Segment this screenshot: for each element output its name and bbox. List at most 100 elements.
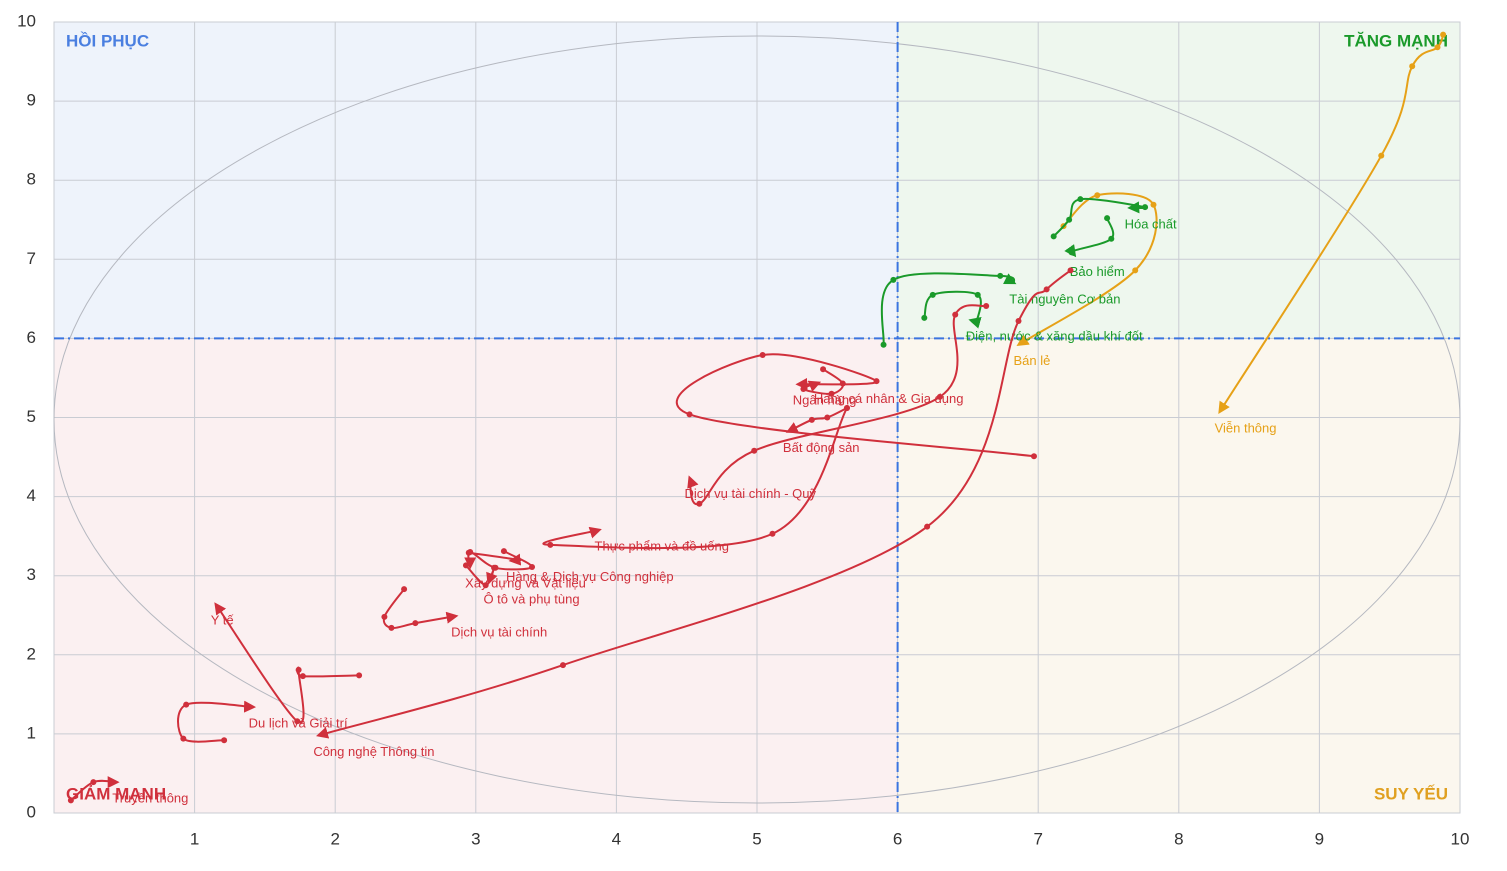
trail-point bbox=[1050, 233, 1057, 240]
series-label: Y tế bbox=[211, 613, 235, 628]
trail-point bbox=[482, 582, 489, 589]
trail-point bbox=[952, 311, 959, 318]
quadrant-label: SUY YẾU bbox=[1374, 784, 1448, 803]
trail-point bbox=[973, 318, 980, 325]
trail-point bbox=[1150, 201, 1157, 208]
trail-point bbox=[221, 737, 228, 744]
trail-point bbox=[1015, 317, 1022, 324]
trail-point bbox=[839, 380, 846, 387]
trail-point bbox=[381, 613, 388, 620]
y-tick-label: 10 bbox=[17, 11, 36, 30]
trail-point bbox=[299, 673, 306, 680]
trail-point bbox=[559, 662, 566, 669]
series-label: Ô tô và phụ tùng bbox=[483, 591, 579, 606]
trail-point bbox=[1030, 453, 1037, 460]
trail-point bbox=[997, 272, 1004, 279]
trail-line bbox=[542, 407, 848, 550]
trail-point bbox=[820, 366, 827, 373]
y-tick-label: 6 bbox=[27, 328, 36, 347]
series-label: Tài nguyên Cơ bản bbox=[1009, 291, 1120, 306]
series-label: Hàng cá nhân & Gia dụng bbox=[814, 391, 964, 406]
trail-point bbox=[1434, 44, 1441, 51]
series-label: Thực phẩm và đồ uống bbox=[595, 538, 729, 553]
x-tick-label: 6 bbox=[893, 829, 902, 848]
x-tick-label: 7 bbox=[1033, 829, 1042, 848]
trail-point bbox=[1068, 248, 1075, 255]
trail-point bbox=[1378, 152, 1385, 159]
trail-line bbox=[880, 272, 1017, 345]
trail-point bbox=[751, 447, 758, 454]
y-tick-label: 4 bbox=[27, 486, 36, 505]
trail-point bbox=[1440, 31, 1447, 38]
trail-point bbox=[824, 414, 831, 421]
trail-point bbox=[514, 556, 521, 563]
trail-point bbox=[388, 624, 395, 631]
series-label: Bất động sản bbox=[783, 440, 860, 455]
trail-point bbox=[462, 562, 469, 569]
trail-point bbox=[983, 302, 990, 309]
trail-point bbox=[529, 563, 536, 570]
trail-point bbox=[547, 541, 554, 548]
trail-point bbox=[1077, 196, 1084, 203]
trail-point bbox=[1409, 63, 1416, 70]
series-label: Dịch vụ tài chính - Quỹ bbox=[685, 486, 817, 501]
series-label: Công nghệ Thông tin bbox=[313, 744, 434, 759]
trail-point bbox=[1142, 204, 1149, 211]
trail-line bbox=[785, 407, 848, 433]
trail-point bbox=[1043, 286, 1050, 293]
trail-line bbox=[214, 602, 360, 724]
series-label: Ngân hàng bbox=[793, 393, 857, 408]
trail-point bbox=[921, 314, 928, 321]
y-tick-label: 3 bbox=[27, 565, 36, 584]
trail-point bbox=[180, 735, 187, 742]
x-tick-label: 9 bbox=[1315, 829, 1324, 848]
trail-point bbox=[890, 276, 897, 283]
series-label: Hàng & Dịch vụ Công nghiệp bbox=[506, 569, 674, 584]
y-tick-label: 1 bbox=[27, 723, 36, 742]
y-tick-label: 0 bbox=[27, 802, 36, 821]
trail-point bbox=[356, 672, 363, 679]
trail-point bbox=[1132, 267, 1139, 274]
trail-point bbox=[1067, 267, 1074, 274]
series-label: Dịch vụ tài chính bbox=[451, 624, 547, 639]
trail-point bbox=[401, 586, 408, 593]
series-label: Điện, nước & xăng dầu khí đốt bbox=[966, 329, 1143, 344]
ellipse bbox=[53, 35, 1461, 804]
trail-point bbox=[929, 291, 936, 298]
trail-point bbox=[295, 666, 302, 673]
trail-point bbox=[843, 405, 850, 412]
trail-point bbox=[769, 530, 776, 537]
series-label: Bảo hiểm bbox=[1070, 264, 1125, 279]
x-tick-label: 1 bbox=[190, 829, 199, 848]
trail-point bbox=[880, 341, 887, 348]
trail-point bbox=[491, 564, 498, 571]
trail-point bbox=[696, 500, 703, 507]
x-tick-label: 5 bbox=[752, 829, 761, 848]
x-tick-label: 10 bbox=[1451, 829, 1470, 848]
trail-line bbox=[176, 700, 257, 743]
y-tick-label: 7 bbox=[27, 249, 36, 268]
trail-point bbox=[1066, 216, 1073, 223]
trail-point bbox=[974, 291, 981, 298]
trail-point bbox=[500, 548, 507, 555]
quadrant-label: HỒI PHỤC bbox=[66, 31, 149, 50]
series-label: Du lịch và Giải trí bbox=[249, 715, 348, 730]
trail-point bbox=[1108, 235, 1115, 242]
trail-point bbox=[686, 411, 693, 418]
y-tick-label: 9 bbox=[27, 91, 36, 110]
trail-point bbox=[465, 549, 472, 556]
trail-point bbox=[67, 797, 74, 804]
trail-point bbox=[936, 393, 943, 400]
series-label: Hóa chất bbox=[1125, 216, 1177, 231]
trail-point bbox=[1094, 192, 1101, 199]
trail-point bbox=[183, 701, 190, 708]
series-label: Bán lẻ bbox=[1014, 353, 1051, 368]
y-tick-label: 8 bbox=[27, 170, 36, 189]
x-tick-label: 8 bbox=[1174, 829, 1183, 848]
quadrant-label: TĂNG MẠNH bbox=[1344, 31, 1448, 50]
y-tick-label: 5 bbox=[27, 407, 36, 426]
trail-point bbox=[808, 416, 815, 423]
trail-point bbox=[828, 390, 835, 397]
x-tick-label: 3 bbox=[471, 829, 480, 848]
